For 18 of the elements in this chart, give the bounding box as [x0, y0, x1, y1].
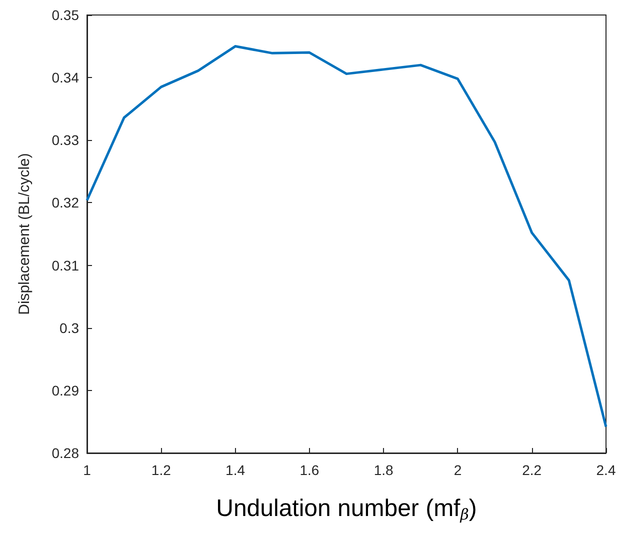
x-tick-label: 2: [454, 462, 462, 478]
x-tick-label: 1: [83, 462, 92, 478]
x-tick-label: 1.4: [226, 462, 246, 478]
line-series: [86, 45, 608, 428]
y-tick-label: 0.28: [52, 445, 80, 461]
y-tick-label: 0.32: [52, 194, 80, 211]
y-tick-label: 0.34: [52, 70, 80, 86]
x-tick-label: 1.8: [374, 462, 394, 478]
y-tick-label: 0.31: [52, 257, 80, 274]
x-tick-label: 2.4: [596, 462, 616, 478]
y-tick-label: 0.29: [52, 382, 80, 398]
x-tick-label: 2.2: [522, 462, 542, 478]
y-tick-label: 0.3: [60, 320, 80, 336]
y-axis-title: Displacement (BL/cycle): [16, 153, 33, 315]
y-tick-label: 0.33: [52, 132, 80, 148]
x-tick-label: 1.2: [151, 462, 172, 478]
x-tick-label: 1.6: [300, 462, 320, 478]
y-tick-label: 0.35: [52, 7, 80, 23]
